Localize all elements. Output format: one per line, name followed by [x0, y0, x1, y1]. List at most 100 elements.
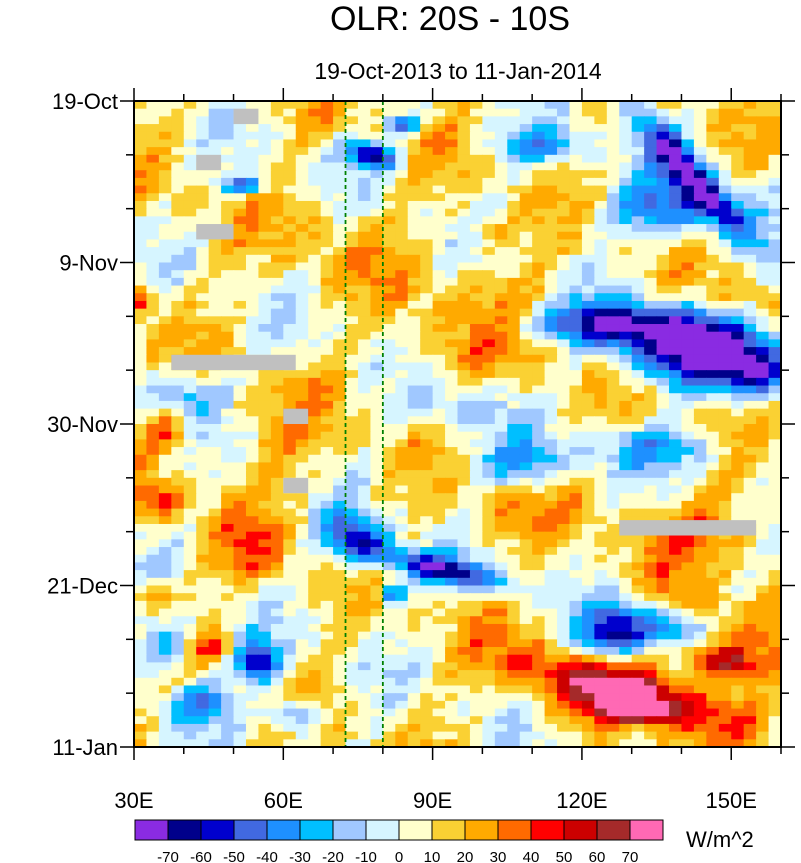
heatmap-cell: [270, 393, 284, 402]
heatmap-cell: [718, 539, 732, 548]
heatmap-cell: [644, 377, 658, 387]
heatmap-cell: [731, 654, 745, 663]
heatmap-cell: [768, 562, 781, 571]
heatmap-cell: [656, 623, 670, 633]
heatmap-cell: [382, 377, 396, 387]
heatmap-cell: [171, 316, 185, 325]
heatmap-cell: [457, 416, 471, 425]
heatmap-cell: [731, 185, 745, 194]
heatmap-cell: [158, 470, 172, 479]
heatmap-cell: [581, 347, 595, 356]
missing-data-region: [283, 477, 309, 494]
y-tick-label: 9-Nov: [59, 251, 118, 276]
heatmap-cell: [221, 570, 235, 579]
missing-data-region: [233, 108, 259, 125]
heatmap-cell: [519, 470, 533, 479]
heatmap-cell: [233, 654, 247, 663]
heatmap-cell: [333, 516, 347, 525]
heatmap-cell: [482, 600, 496, 610]
heatmap-cell: [706, 662, 720, 671]
heatmap-cell: [494, 177, 508, 187]
heatmap-cell: [158, 193, 172, 202]
heatmap-cell: [494, 531, 508, 540]
heatmap-cell: [594, 693, 608, 702]
heatmap-cell: [644, 470, 658, 479]
heatmap-cell: [619, 631, 633, 640]
heatmap-cell: [370, 331, 384, 340]
heatmap-cell: [258, 554, 272, 564]
heatmap-cell: [245, 324, 260, 333]
heatmap-cell: [656, 477, 670, 487]
heatmap-cell: [743, 723, 757, 733]
heatmap-cell: [171, 677, 185, 687]
heatmap-cell: [333, 385, 347, 394]
heatmap-cell: [420, 708, 434, 717]
heatmap-cell: [669, 116, 683, 125]
heatmap-cell: [158, 293, 172, 302]
heatmap-cell: [270, 139, 284, 148]
heatmap-cell: [233, 270, 247, 279]
heatmap-cell: [743, 739, 757, 747]
heatmap-cell: [134, 208, 148, 217]
heatmap-cell: [245, 193, 260, 202]
heatmap-cell: [731, 354, 745, 364]
heatmap-cell: [146, 339, 160, 348]
colorbar-tick-label: -70: [157, 849, 179, 863]
heatmap-cell: [295, 447, 309, 456]
heatmap-cell: [196, 554, 210, 564]
heatmap-cell: [756, 147, 770, 156]
heatmap-cell: [656, 393, 670, 402]
heatmap-cell: [507, 262, 521, 271]
heatmap-cell: [706, 162, 720, 171]
heatmap-cell: [432, 547, 446, 556]
heatmap-cell: [295, 716, 309, 725]
heatmap-cell: [507, 623, 521, 633]
heatmap-cell: [569, 177, 583, 187]
heatmap-cell: [532, 154, 546, 164]
heatmap-cell: [507, 239, 521, 248]
heatmap-cell: [743, 308, 757, 317]
heatmap-cell: [469, 647, 483, 656]
heatmap-cell: [581, 393, 595, 402]
heatmap-cell: [619, 277, 633, 287]
heatmap-cell: [258, 500, 272, 510]
heatmap-cell: [756, 293, 770, 302]
heatmap-cell: [507, 477, 521, 487]
heatmap-cell: [731, 708, 745, 717]
heatmap-cell: [544, 554, 558, 564]
heatmap-cell: [756, 177, 770, 187]
heatmap-cell: [656, 316, 670, 325]
heatmap-cell: [581, 431, 595, 440]
heatmap-cell: [420, 631, 434, 640]
heatmap-cell: [320, 454, 334, 464]
heatmap-cell: [370, 547, 384, 556]
heatmap-cell: [407, 531, 421, 540]
heatmap-cell: [221, 500, 235, 510]
heatmap-cell: [270, 662, 284, 671]
heatmap-cell: [196, 708, 210, 717]
heatmap-cell: [345, 277, 359, 287]
heatmap-cell: [569, 685, 583, 694]
heatmap-cell: [594, 477, 608, 487]
heatmap-cell: [656, 193, 670, 202]
heatmap-cell: [457, 677, 471, 687]
heatmap-cell: [283, 554, 297, 564]
heatmap-cell: [693, 293, 707, 302]
heatmap-cell: [370, 285, 384, 294]
heatmap-cell: [245, 700, 260, 710]
heatmap-cell: [308, 408, 322, 417]
heatmap-cell: [756, 454, 770, 464]
heatmap-cell: [208, 208, 222, 217]
heatmap-cell: [631, 331, 645, 340]
heatmap-cell: [693, 454, 707, 464]
heatmap-cell: [196, 447, 210, 456]
heatmap-cell: [581, 700, 595, 710]
heatmap-cell: [283, 508, 297, 517]
heatmap-cell: [507, 154, 521, 164]
heatmap-cell: [569, 431, 583, 440]
heatmap-cell: [407, 354, 421, 364]
heatmap-cell: [557, 485, 571, 494]
heatmap-cell: [382, 285, 396, 294]
heatmap-cell: [208, 523, 222, 533]
heatmap-cell: [158, 677, 172, 687]
